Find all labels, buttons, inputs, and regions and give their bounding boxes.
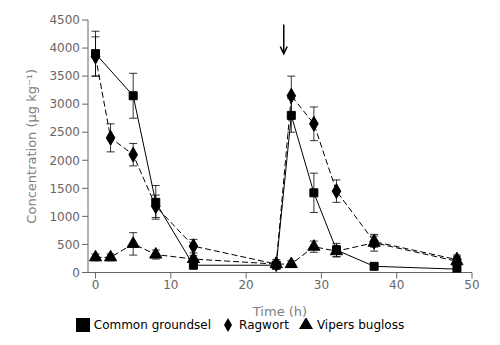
svg-text:50: 50 [464,278,479,292]
svg-text:2000: 2000 [49,154,80,168]
svg-text:30: 30 [314,278,329,292]
svg-text:2500: 2500 [49,125,80,139]
svg-text:10: 10 [163,278,178,292]
svg-text:500: 500 [57,238,80,252]
svg-text:Concentration (μg kg⁻¹): Concentration (μg kg⁻¹) [24,69,39,224]
svg-text:Time (h): Time (h) [252,304,307,319]
svg-text:0: 0 [72,266,80,280]
svg-text:20: 20 [238,278,253,292]
html-text:Common groundsel: Common groundsel [93,317,212,332]
svg-text:3500: 3500 [49,69,80,83]
html-text:Ragwort: Ragwort [239,317,289,332]
svg-text:40: 40 [389,278,404,292]
svg-text:1000: 1000 [49,210,80,224]
svg-text:3000: 3000 [49,97,80,111]
svg-text:4000: 4000 [49,41,80,55]
svg-text:4500: 4500 [49,13,80,27]
svg-text:1500: 1500 [49,182,80,196]
svg-text:0: 0 [92,278,100,292]
html-text:Vipers bugloss: Vipers bugloss [316,317,405,332]
